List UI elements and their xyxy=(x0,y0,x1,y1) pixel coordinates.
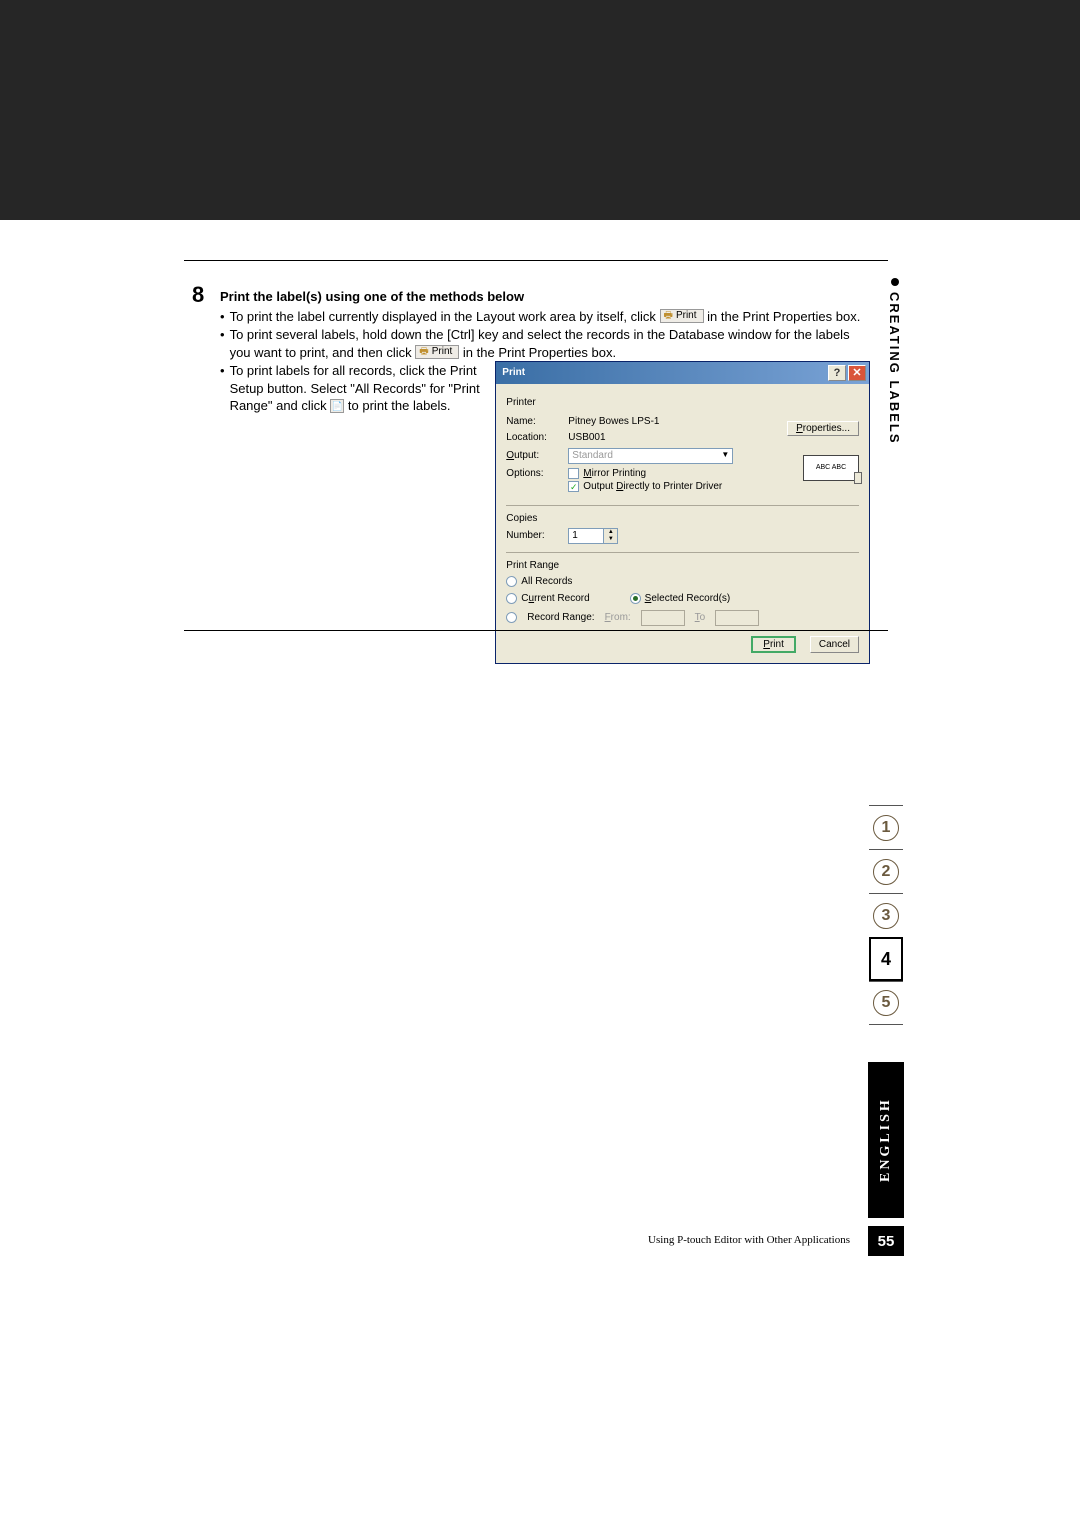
printer-icon: 🖶 xyxy=(664,309,673,323)
printer-group-label: Printer xyxy=(506,396,859,410)
dialog-titlebar: Print ? ✕ xyxy=(496,362,869,384)
bullet-3-text: To print labels for all records, click t… xyxy=(230,362,482,415)
step-body: Print the label(s) using one of the meth… xyxy=(220,288,870,664)
radio-all[interactable]: All Records xyxy=(506,575,859,589)
print-button[interactable]: Print xyxy=(751,636,796,654)
direct-checkbox-row[interactable]: ✓ Output Directly to Printer Driver xyxy=(568,480,722,494)
chevron-down-icon: ▼ xyxy=(721,450,729,461)
tab-5[interactable]: 5 xyxy=(869,981,903,1025)
name-value: Pitney Bowes LPS-1 xyxy=(568,415,659,429)
divider xyxy=(506,505,859,506)
step-number: 8 xyxy=(192,282,204,308)
tab-4[interactable]: 4 xyxy=(869,937,903,981)
section-header-vertical: CREATING LABELS xyxy=(887,278,902,445)
print-setup-icon[interactable]: 📄 xyxy=(330,399,344,413)
bullet-2: • To print several labels, hold down the… xyxy=(220,326,870,361)
radio-icon xyxy=(506,576,517,587)
divider xyxy=(506,552,859,553)
bullet-1-text: To print the label currently displayed i… xyxy=(230,308,861,326)
output-label: Output: xyxy=(506,449,560,463)
radio-selected[interactable]: Selected Record(s) xyxy=(630,592,731,606)
language-tab: ENGLISH xyxy=(868,1062,904,1218)
bullet-3: • To print labels for all records, click… xyxy=(220,362,481,415)
location-label: Location: xyxy=(506,431,560,445)
dialog-title: Print xyxy=(502,366,525,380)
page-number: 55 xyxy=(868,1226,904,1256)
bullet-1: • To print the label currently displayed… xyxy=(220,308,870,326)
tab-3[interactable]: 3 xyxy=(869,893,903,937)
to-input xyxy=(715,610,759,626)
rule-bottom xyxy=(184,630,888,631)
help-button[interactable]: ? xyxy=(828,365,846,381)
radio-icon xyxy=(506,593,517,604)
page-tabs: 1 2 3 4 5 xyxy=(868,805,904,1025)
print-dialog: Print ? ✕ Printer Name: Pitney Bowes LPS… xyxy=(495,361,870,664)
bullet-2-text: To print several labels, hold down the [… xyxy=(230,326,870,361)
tab-1[interactable]: 1 xyxy=(869,805,903,849)
spin-up-icon[interactable]: ▲ xyxy=(604,529,617,536)
copies-group-label: Copies xyxy=(506,512,859,526)
output-select[interactable]: Standard ▼ xyxy=(568,448,733,464)
tab-2[interactable]: 2 xyxy=(869,849,903,893)
number-label: Number: xyxy=(506,529,560,543)
footer-text: Using P-touch Editor with Other Applicat… xyxy=(184,1234,850,1246)
bullet-dot-icon: • xyxy=(220,362,225,415)
dialog-body: Printer Name: Pitney Bowes LPS-1 Locatio… xyxy=(496,384,869,663)
options-label: Options: xyxy=(506,467,560,481)
range-group-label: Print Range xyxy=(506,559,859,573)
radio-current[interactable]: Current Record xyxy=(506,592,589,606)
step-title: Print the label(s) using one of the meth… xyxy=(220,288,870,306)
top-dark-bar xyxy=(0,0,1080,220)
print-inline-button-2[interactable]: 🖶 Print xyxy=(415,345,459,359)
radio-icon xyxy=(630,593,641,604)
section-header-text: CREATING LABELS xyxy=(887,292,902,445)
name-label: Name: xyxy=(506,415,560,429)
print-inline-button-1[interactable]: 🖶 Print xyxy=(660,309,704,323)
mirror-checkbox-row[interactable]: Mirror Printing xyxy=(568,467,722,481)
spin-down-icon[interactable]: ▼ xyxy=(604,536,617,543)
printer-icon: 🖶 xyxy=(419,345,428,359)
print-preview-thumb: ABC ABC xyxy=(803,455,859,481)
location-value: USB001 xyxy=(568,431,605,445)
radio-range[interactable]: Record Range: From: To xyxy=(506,610,859,626)
bullet-dot-icon: • xyxy=(220,326,225,361)
number-spinner[interactable]: 1 ▲▼ xyxy=(568,528,618,544)
checkbox-icon xyxy=(568,468,579,479)
close-button[interactable]: ✕ xyxy=(848,365,866,381)
cancel-button[interactable]: Cancel xyxy=(810,636,859,654)
checkbox-icon: ✓ xyxy=(568,481,579,492)
from-input xyxy=(641,610,685,626)
bullet-dot-icon: • xyxy=(220,308,225,326)
rule-top xyxy=(184,260,888,261)
properties-button[interactable]: Properties... xyxy=(787,421,859,436)
bullet-icon xyxy=(891,278,899,286)
radio-icon xyxy=(506,612,517,623)
